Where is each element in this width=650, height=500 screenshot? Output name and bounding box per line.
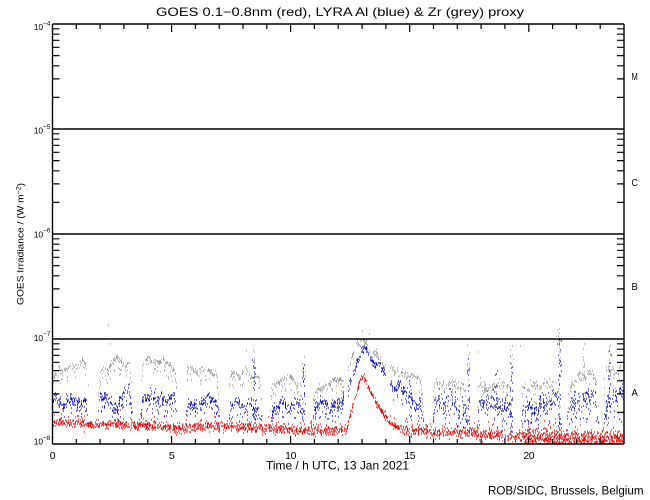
svg-text:20: 20 <box>523 450 534 462</box>
svg-text:C: C <box>632 177 639 189</box>
svg-text:Time / h UTC, 13 Jan 2021: Time / h UTC, 13 Jan 2021 <box>266 459 409 473</box>
svg-text:10: 10 <box>34 229 44 239</box>
svg-text:A: A <box>632 387 638 399</box>
svg-text:ROB/SIDC, Brussels, Belgium: ROB/SIDC, Brussels, Belgium <box>488 486 644 498</box>
svg-text:0: 0 <box>50 450 56 462</box>
svg-text:10: 10 <box>34 437 44 447</box>
svg-text:−7: −7 <box>43 331 51 338</box>
svg-text:−5: −5 <box>43 124 51 131</box>
svg-text:15: 15 <box>404 450 415 462</box>
svg-text:10: 10 <box>34 22 44 32</box>
svg-text:−6: −6 <box>43 228 51 235</box>
svg-text:−8: −8 <box>43 435 51 442</box>
svg-text:B: B <box>632 281 638 293</box>
svg-text:5: 5 <box>169 450 175 462</box>
svg-text:GOES 0.1−0.8nm (red), LYRA Al: GOES 0.1−0.8nm (red), LYRA Al (blue) & Z… <box>156 5 524 19</box>
svg-text:−4: −4 <box>43 20 51 27</box>
svg-text:10: 10 <box>285 450 296 462</box>
svg-text:GOES Irradiance / (W m−2): GOES Irradiance / (W m−2) <box>16 183 27 305</box>
svg-text:M: M <box>632 71 638 83</box>
svg-text:10: 10 <box>34 126 44 136</box>
svg-text:10: 10 <box>34 333 44 343</box>
